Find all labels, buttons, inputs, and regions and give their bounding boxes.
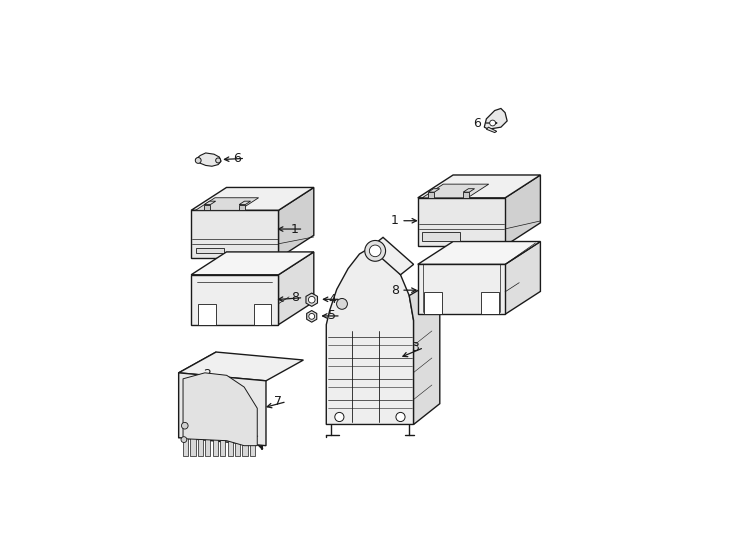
Text: 5: 5 [328, 309, 336, 322]
Polygon shape [484, 109, 507, 129]
Polygon shape [487, 127, 497, 133]
Text: 7: 7 [275, 395, 283, 408]
Text: 6: 6 [233, 152, 241, 165]
Polygon shape [206, 438, 211, 456]
Polygon shape [195, 153, 221, 166]
Polygon shape [213, 438, 218, 456]
Polygon shape [306, 293, 318, 306]
Polygon shape [481, 292, 499, 314]
Polygon shape [190, 436, 199, 438]
Polygon shape [422, 232, 459, 241]
Circle shape [337, 299, 347, 309]
Polygon shape [410, 279, 440, 424]
Polygon shape [239, 201, 250, 205]
Circle shape [369, 245, 381, 256]
Text: 3: 3 [412, 341, 419, 354]
Polygon shape [239, 205, 245, 210]
Circle shape [309, 313, 315, 319]
Polygon shape [242, 438, 247, 456]
Polygon shape [204, 201, 216, 205]
Circle shape [335, 413, 344, 422]
Polygon shape [505, 241, 540, 314]
Polygon shape [183, 436, 192, 438]
Circle shape [490, 120, 495, 126]
Circle shape [216, 158, 221, 163]
Polygon shape [418, 265, 505, 314]
Polygon shape [206, 436, 214, 438]
Polygon shape [418, 175, 540, 198]
Polygon shape [195, 198, 258, 210]
Polygon shape [191, 187, 314, 210]
Text: 1: 1 [291, 222, 299, 235]
Polygon shape [235, 436, 243, 438]
Circle shape [308, 296, 315, 303]
Polygon shape [250, 436, 258, 438]
Polygon shape [191, 275, 278, 325]
Circle shape [181, 422, 188, 429]
Circle shape [365, 240, 385, 261]
Polygon shape [220, 436, 228, 438]
Polygon shape [228, 438, 233, 456]
Polygon shape [191, 252, 314, 275]
Polygon shape [198, 438, 203, 456]
Polygon shape [418, 241, 540, 265]
Polygon shape [463, 192, 469, 198]
Polygon shape [505, 175, 540, 246]
Polygon shape [178, 373, 266, 446]
Polygon shape [191, 210, 278, 258]
Polygon shape [278, 252, 314, 325]
Polygon shape [278, 187, 314, 258]
Polygon shape [220, 438, 225, 456]
Polygon shape [183, 373, 257, 446]
Text: 6: 6 [473, 117, 482, 130]
Polygon shape [424, 292, 442, 314]
Polygon shape [204, 205, 211, 210]
Polygon shape [254, 303, 272, 325]
Polygon shape [183, 438, 188, 456]
Polygon shape [370, 238, 413, 275]
Polygon shape [190, 438, 196, 456]
Text: 2: 2 [203, 368, 211, 381]
Polygon shape [178, 352, 303, 381]
Circle shape [396, 413, 405, 422]
Polygon shape [250, 438, 255, 456]
Polygon shape [178, 352, 216, 438]
Polygon shape [463, 188, 475, 192]
Polygon shape [235, 438, 240, 456]
Circle shape [195, 158, 201, 163]
Polygon shape [418, 198, 505, 246]
Polygon shape [422, 184, 489, 198]
Polygon shape [198, 436, 206, 438]
Circle shape [181, 437, 187, 442]
Text: 1: 1 [391, 214, 399, 227]
Text: 8: 8 [291, 291, 299, 304]
Polygon shape [428, 188, 440, 192]
Polygon shape [195, 248, 225, 253]
Polygon shape [228, 436, 236, 438]
Text: 4: 4 [328, 293, 336, 306]
Text: 8: 8 [391, 284, 399, 296]
Polygon shape [242, 436, 250, 438]
Polygon shape [428, 192, 435, 198]
Polygon shape [198, 303, 216, 325]
Polygon shape [327, 248, 413, 424]
Polygon shape [213, 436, 221, 438]
Polygon shape [307, 310, 317, 322]
